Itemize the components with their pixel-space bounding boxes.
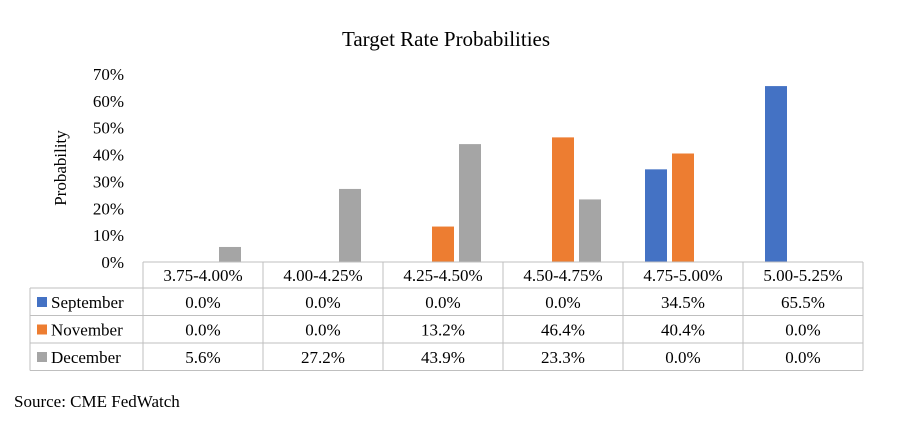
bar-december-1 bbox=[339, 188, 361, 262]
legend-label-november: November bbox=[51, 321, 123, 340]
y-tick-label: 40% bbox=[93, 146, 124, 165]
table-cell: 40.4% bbox=[661, 321, 705, 340]
y-axis-ticks: 0% 10% 20% 30% 40% 50% 60% 70% bbox=[93, 65, 124, 272]
bar-december-2 bbox=[459, 144, 481, 262]
x-category-label: 3.75-4.00% bbox=[163, 266, 242, 285]
legend-key-september bbox=[37, 297, 47, 307]
table-cell: 27.2% bbox=[301, 348, 345, 367]
table-cell: 0.0% bbox=[665, 348, 700, 367]
y-tick-label: 60% bbox=[93, 92, 124, 111]
legend-key-november bbox=[37, 324, 47, 335]
table-cell: 0.0% bbox=[425, 293, 460, 312]
table-cell: 34.5% bbox=[661, 293, 705, 312]
y-tick-label: 70% bbox=[93, 65, 124, 84]
bars bbox=[219, 86, 787, 262]
table-cell: 0.0% bbox=[785, 348, 820, 367]
table-cell: 13.2% bbox=[421, 321, 465, 340]
x-category-label: 4.25-4.50% bbox=[403, 266, 482, 285]
table-cell: 43.9% bbox=[421, 348, 465, 367]
bar-december-3 bbox=[579, 199, 601, 262]
legend-label-september: September bbox=[51, 293, 124, 312]
table-cell: 0.0% bbox=[785, 321, 820, 340]
table-cell: 0.0% bbox=[185, 293, 220, 312]
table-cell: 0.0% bbox=[305, 321, 340, 340]
x-category-label: 4.50-4.75% bbox=[523, 266, 602, 285]
y-tick-label: 20% bbox=[93, 199, 124, 218]
bar-november-3 bbox=[552, 137, 574, 262]
bar-december-0 bbox=[219, 246, 241, 262]
x-category-label: 5.00-5.25% bbox=[763, 266, 842, 285]
table-cell: 0.0% bbox=[305, 293, 340, 312]
y-tick-label: 30% bbox=[93, 172, 124, 191]
bar-november-2 bbox=[432, 226, 454, 262]
x-category-label: 4.75-5.00% bbox=[643, 266, 722, 285]
legend-key-december bbox=[37, 352, 47, 362]
table-cell: 0.0% bbox=[545, 293, 580, 312]
source-note: Source: CME FedWatch bbox=[14, 392, 180, 411]
chart-title: Target Rate Probabilities bbox=[342, 27, 550, 51]
x-category-label: 4.00-4.25% bbox=[283, 266, 362, 285]
bar-november-4 bbox=[672, 153, 694, 262]
y-tick-label: 10% bbox=[93, 226, 124, 245]
table-cell: 0.0% bbox=[185, 321, 220, 340]
table-cell: 5.6% bbox=[185, 348, 220, 367]
table-cell: 23.3% bbox=[541, 348, 585, 367]
y-axis-label: Probability bbox=[51, 130, 70, 206]
y-tick-label: 50% bbox=[93, 119, 124, 138]
table-cell: 65.5% bbox=[781, 293, 825, 312]
legend-label-december: December bbox=[51, 348, 121, 367]
y-tick-label: 0% bbox=[101, 253, 124, 272]
bar-september-4 bbox=[645, 169, 667, 262]
data-table: 3.75-4.00% 4.00-4.25% 4.25-4.50% 4.50-4.75%… bbox=[29, 261, 864, 371]
bar-september-5 bbox=[765, 86, 787, 262]
table-cell: 46.4% bbox=[541, 321, 585, 340]
